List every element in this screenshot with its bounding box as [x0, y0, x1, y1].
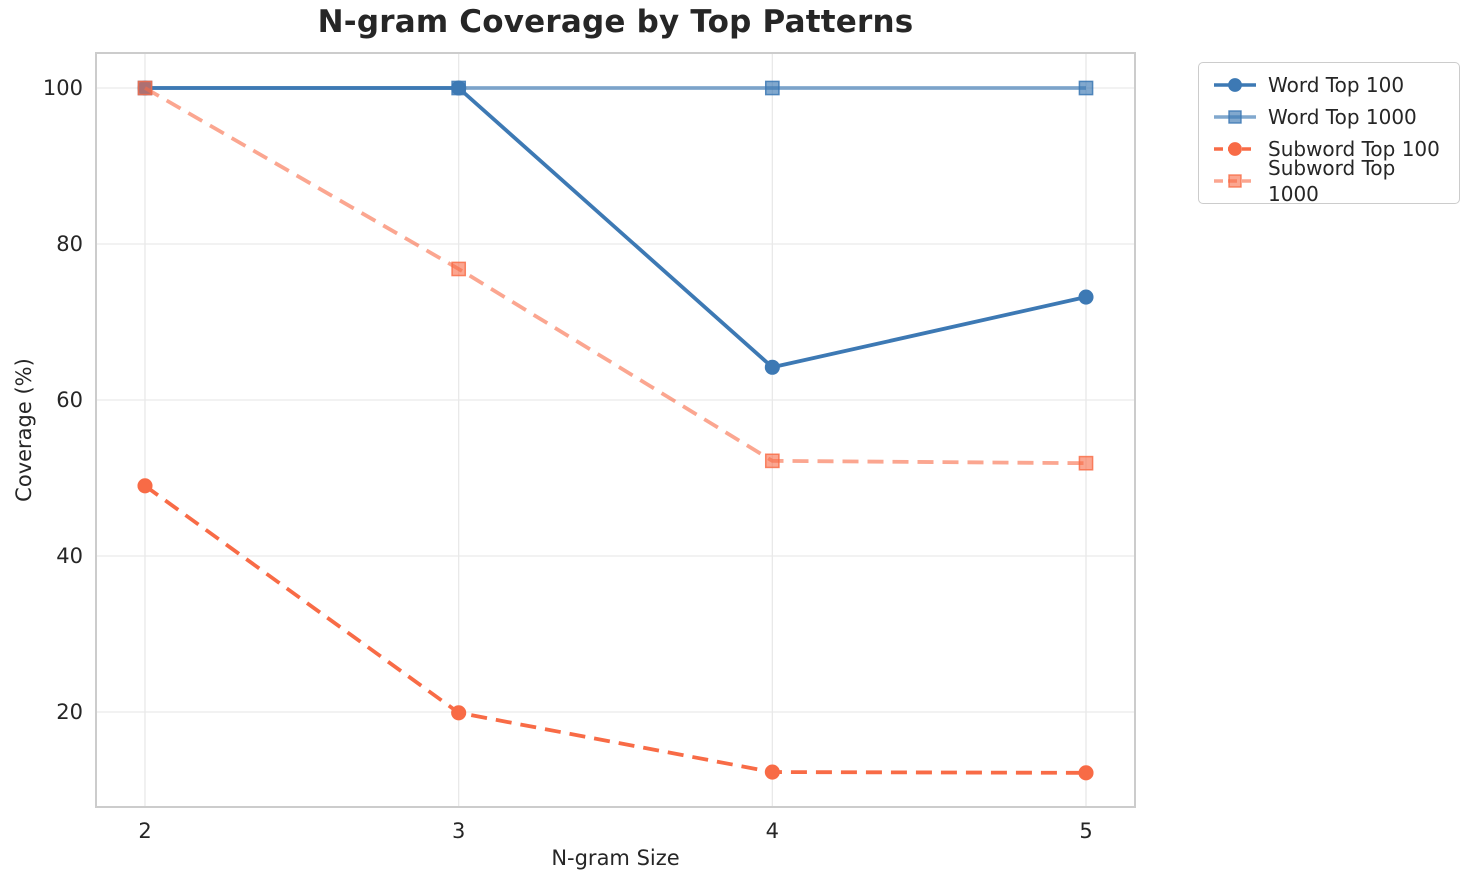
legend-label: Subword Top 100 — [1268, 137, 1440, 161]
data-point-marker — [451, 261, 467, 277]
data-point-marker — [137, 478, 153, 494]
legend-label: Subword Top 1000 — [1268, 156, 1396, 206]
series-line — [144, 86, 1087, 466]
series-3 — [137, 80, 1094, 471]
data-point-marker — [1078, 765, 1094, 781]
legend-swatch-3 — [1214, 174, 1256, 188]
plot-box — [95, 52, 1136, 808]
legend-swatch-marker — [1228, 78, 1242, 92]
legend-swatch-marker — [1228, 142, 1242, 156]
chart-title: N-gram Coverage by Top Patterns — [317, 4, 914, 40]
legend-swatch-2 — [1214, 142, 1256, 156]
x-tick-label: 4 — [766, 819, 779, 843]
y-tick-label: 40 — [56, 544, 83, 568]
data-point-marker — [1078, 455, 1094, 471]
data-point-marker — [1078, 289, 1094, 305]
series-line — [145, 86, 1087, 370]
y-tick-label: 60 — [56, 388, 83, 412]
series-line — [143, 484, 1087, 775]
gridlines — [96, 53, 1135, 807]
data-point-marker — [1078, 80, 1094, 96]
series-1 — [137, 80, 1094, 96]
legend-swatch-0 — [1214, 78, 1256, 92]
y-axis-label: Coverage (%) — [12, 358, 36, 502]
data-point-marker — [764, 80, 780, 96]
legend-label: Word Top 100 — [1268, 73, 1405, 97]
tick-labels: 2 3 4 5 20 40 60 80 100 — [43, 76, 1093, 843]
series-2 — [137, 478, 1094, 781]
x-tick-label: 5 — [1079, 819, 1092, 843]
data-point-marker — [451, 80, 467, 96]
legend-swatch-marker — [1228, 174, 1242, 188]
legend-item-word-top-100: Word Top 100 — [1212, 72, 1446, 98]
legend-swatch-marker — [1228, 110, 1242, 124]
data-point-marker — [137, 80, 153, 96]
series-0 — [137, 80, 1094, 375]
y-tick-label: 80 — [56, 232, 83, 256]
data-point-marker — [451, 705, 467, 721]
y-tick-label: 100 — [43, 76, 83, 100]
y-tick-label: 20 — [56, 700, 83, 724]
data-point-marker — [764, 359, 780, 375]
legend: Word Top 100 Word Top 1000 Subword Top 1… — [1198, 62, 1460, 206]
x-tick-label: 3 — [452, 819, 465, 843]
legend-item-word-top-1000: Word Top 1000 — [1212, 104, 1446, 130]
legend-label: Word Top 1000 — [1268, 105, 1417, 129]
data-point-marker — [764, 764, 780, 780]
data-point-marker — [764, 453, 780, 469]
legend-item-subword-top-100: Subword Top 100 — [1212, 136, 1446, 162]
x-tick-label: 2 — [138, 819, 151, 843]
legend-item-subword-top-1000: Subword Top 1000 — [1212, 156, 1446, 206]
x-axis-label: N-gram Size — [551, 846, 680, 870]
legend-swatch-1 — [1214, 110, 1256, 124]
